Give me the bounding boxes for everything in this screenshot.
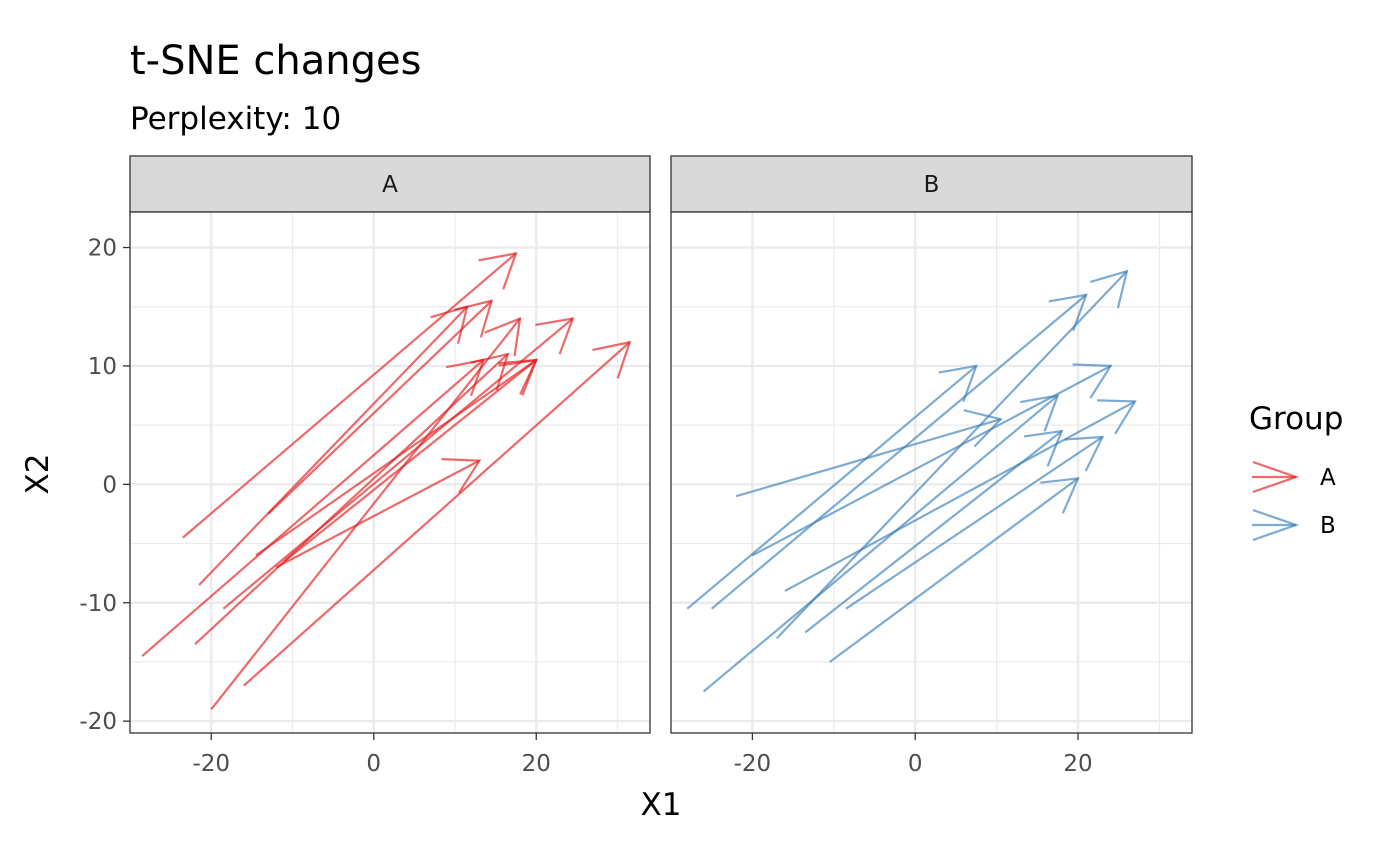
arrow-shaft: [686, 365, 977, 610]
arrow-head: [484, 316, 522, 357]
x-tick-label: 0: [908, 751, 923, 777]
arrow-head: [1090, 269, 1129, 309]
arrow-a-2: [267, 299, 494, 515]
arrow-shaft: [751, 364, 1112, 557]
arrow-shaft: [710, 294, 1087, 610]
strip-background: [129, 155, 651, 213]
arrow-shaft: [210, 317, 521, 711]
arrow-head: [535, 317, 575, 355]
arrow-b-2: [710, 293, 1088, 610]
arrow-head: [1072, 363, 1113, 399]
legend-title: Group: [1249, 401, 1343, 437]
arrow-shaft: [829, 477, 1079, 663]
strip-background: [670, 155, 1193, 213]
arrow-b-1: [686, 364, 978, 610]
arrow-shaft: [776, 270, 1128, 640]
arrow-shaft: [702, 394, 1059, 693]
arrow-head: [478, 252, 518, 290]
arrow-head: [1096, 399, 1137, 435]
arrow-head: [1023, 429, 1064, 467]
arrow-shaft: [141, 359, 485, 657]
arrow-head: [1064, 435, 1105, 472]
arrow-shaft: [804, 430, 1063, 634]
arrow-b-8: [829, 477, 1080, 663]
facet-panel-a: A: [129, 155, 651, 734]
y-tick-label: 10: [88, 354, 117, 380]
chart-title: t-SNE changes: [130, 38, 421, 84]
arrow-shaft: [784, 400, 1136, 592]
strip-label-a: A: [382, 172, 398, 198]
arrow-b-0: [702, 394, 1060, 693]
y-tick-label: -10: [79, 591, 117, 617]
strip-label-b: B: [924, 172, 940, 198]
arrow-shaft: [182, 252, 517, 539]
arrow-b-3: [735, 409, 1003, 498]
arrow-head: [441, 458, 482, 494]
arrow-shaft: [267, 300, 493, 515]
arrow-shaft: [198, 305, 468, 586]
arrow-head: [592, 340, 632, 379]
arrow-head: [963, 409, 1003, 448]
x-tick-label: 0: [366, 751, 381, 777]
arrow-shaft: [194, 353, 509, 645]
arrow-shaft: [275, 459, 480, 569]
arrow-head: [938, 364, 978, 403]
arrow-shaft: [243, 341, 631, 687]
x-tick-label: -20: [192, 751, 230, 777]
legend-label: A: [1320, 465, 1336, 491]
arrow-shaft: [283, 359, 537, 563]
x-axis-panel-b: -20 0 20: [734, 733, 1093, 777]
y-axis-title: X2: [20, 454, 56, 495]
grid: [670, 212, 1192, 733]
arrows-b: [686, 269, 1137, 693]
x-axis-title: X1: [641, 787, 682, 823]
arrow-head: [454, 299, 494, 338]
x-tick-label: -20: [734, 751, 772, 777]
arrow-b-7: [804, 429, 1064, 634]
arrow-shaft: [845, 436, 1104, 610]
facet-panel-b: B: [670, 155, 1193, 734]
arrow-shaft: [255, 359, 537, 557]
arrow-b-6: [784, 399, 1137, 592]
arrow-head: [1048, 293, 1088, 331]
chart-subtitle: Perplexity: 10: [130, 101, 341, 137]
y-tick-label: 20: [88, 236, 117, 262]
panel-border: [129, 211, 651, 734]
arrow-head: [1040, 477, 1080, 514]
y-tick-label: -20: [79, 709, 117, 735]
plot-background: [130, 212, 650, 733]
legend-entry-a: A: [1252, 460, 1336, 494]
arrow-head: [1020, 394, 1060, 432]
arrow-b-9: [845, 435, 1105, 610]
legend-entry-b: B: [1252, 508, 1336, 542]
x-tick-label: 20: [522, 751, 551, 777]
arrow-a-0: [182, 252, 518, 539]
arrow-a-9: [275, 458, 482, 569]
legend-label: B: [1320, 513, 1336, 539]
arrows-a: [141, 252, 632, 711]
y-tick-label: 0: [102, 472, 117, 498]
panel-border: [670, 211, 1193, 734]
arrow-a-10: [283, 358, 538, 563]
arrow-a-6: [243, 340, 632, 687]
arrow-b-5: [776, 269, 1129, 640]
x-tick-label: 20: [1063, 751, 1092, 777]
arrow-shaft: [222, 317, 574, 610]
legend: Group AB: [1249, 401, 1343, 542]
arrow-a-7: [222, 317, 575, 610]
arrow-b-4: [751, 363, 1113, 557]
arrow-a-4: [210, 316, 522, 711]
y-axis: -20 -10 0 10 20: [79, 236, 130, 735]
x-axis-panel-a: -20 0 20: [192, 733, 551, 777]
arrow-head: [498, 358, 538, 396]
arrow-shaft: [735, 418, 1002, 498]
